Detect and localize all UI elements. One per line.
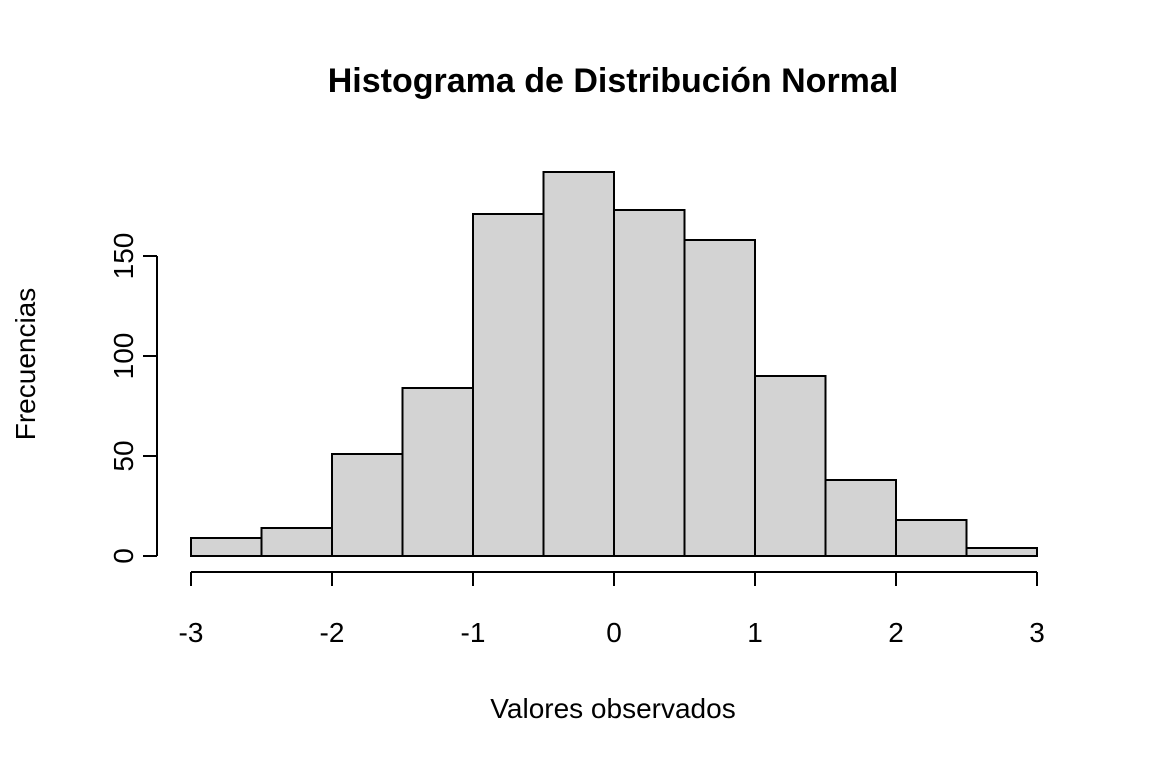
- histogram-bar: [260, 527, 333, 557]
- x-tick-label: -1: [461, 617, 486, 648]
- histogram-bar: [895, 519, 968, 557]
- y-tick-label: 150: [108, 233, 139, 280]
- x-tick-label: 0: [606, 617, 622, 648]
- y-tick-label: 50: [108, 440, 139, 471]
- y-axis-label: Frecuencias: [10, 288, 41, 441]
- histogram-bar: [331, 453, 404, 557]
- histogram-bar: [613, 209, 686, 557]
- histogram-bar: [683, 239, 756, 557]
- histogram-bar: [824, 479, 897, 557]
- histogram-bar: [542, 171, 615, 557]
- histogram-bar: [472, 213, 545, 557]
- x-tick-label: 3: [1029, 617, 1045, 648]
- x-axis-label: Valores observados: [490, 693, 735, 724]
- histogram-bar: [965, 547, 1038, 557]
- x-tick-label: -2: [320, 617, 345, 648]
- y-axis-ticks: 0 50 100 150: [108, 233, 157, 564]
- y-tick-label: 0: [108, 548, 139, 564]
- x-tick-label: 2: [888, 617, 904, 648]
- bars-group: [190, 171, 1038, 557]
- histogram-bar: [190, 537, 263, 557]
- y-tick-label: 100: [108, 333, 139, 380]
- x-tick-label: 1: [747, 617, 763, 648]
- x-axis-ticks: -3 -2 -1 0 1 2 3: [179, 572, 1045, 648]
- histogram-bar: [754, 375, 827, 557]
- x-tick-label: -3: [179, 617, 204, 648]
- histogram-bar: [401, 387, 474, 557]
- chart-title: Histograma de Distribución Normal: [328, 62, 899, 100]
